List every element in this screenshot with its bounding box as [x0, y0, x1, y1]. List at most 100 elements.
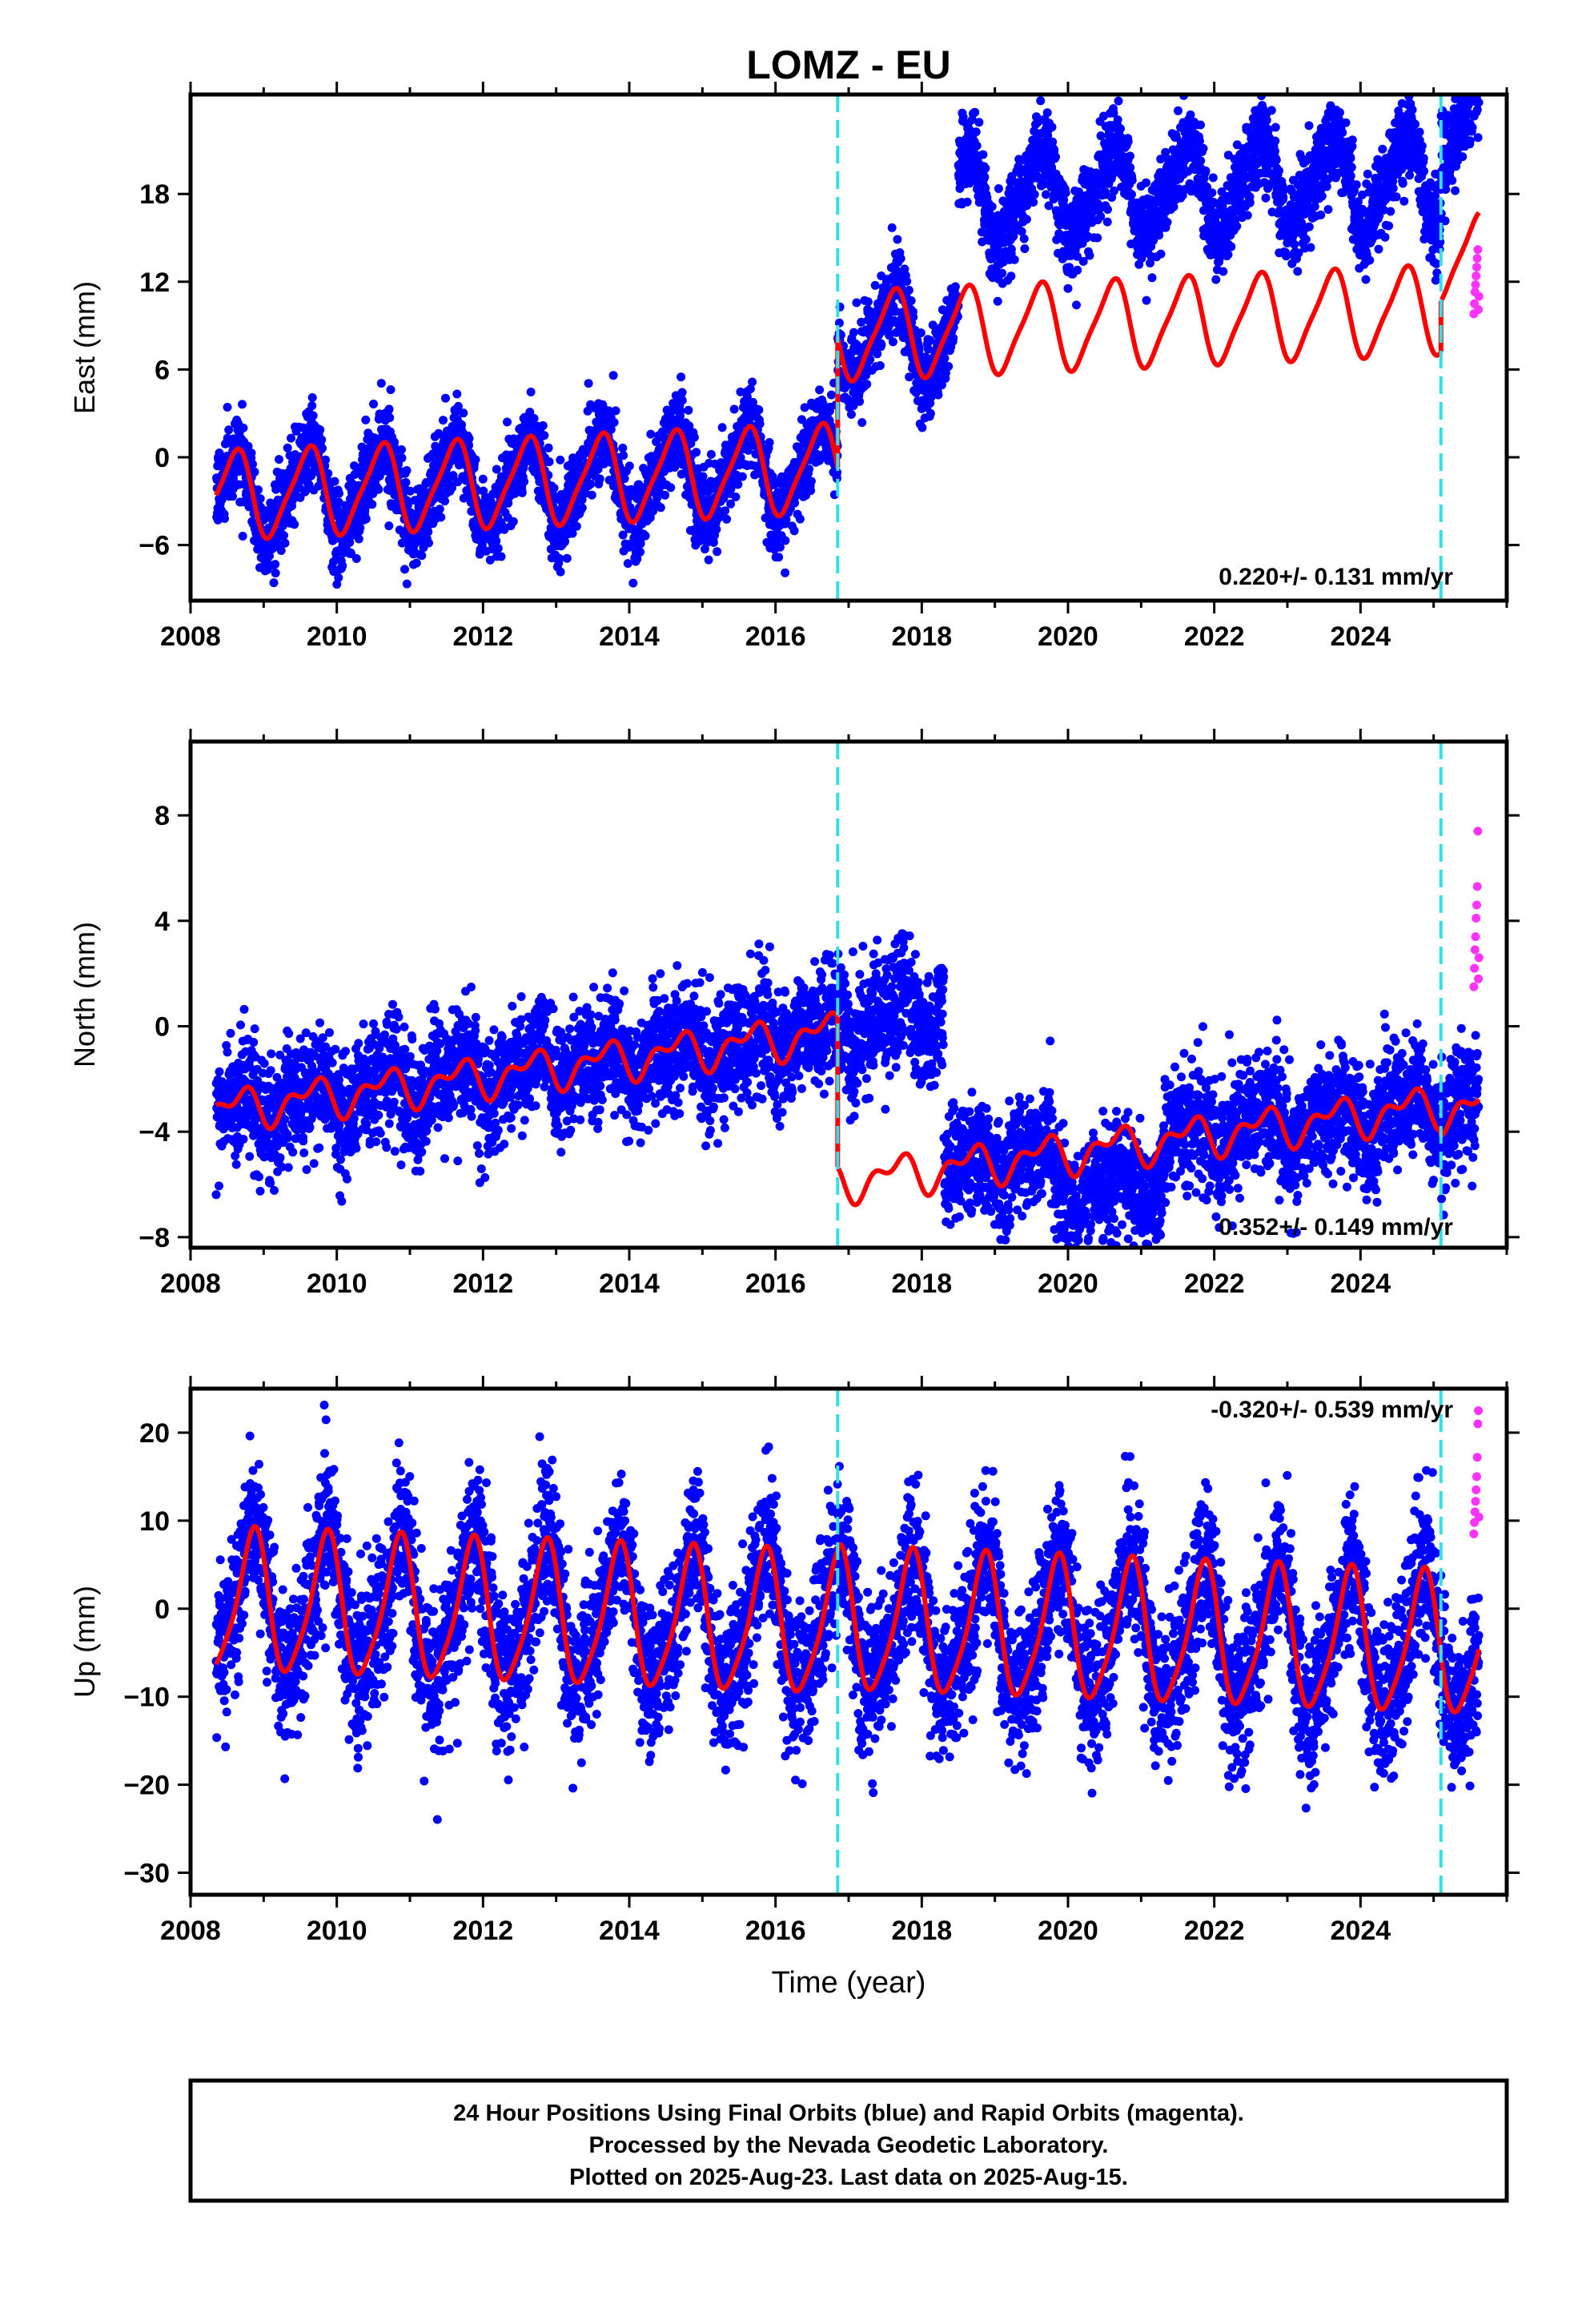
final-orbit-point — [568, 529, 577, 538]
final-orbit-point — [857, 418, 867, 428]
final-orbit-point — [500, 525, 509, 534]
final-orbit-point — [239, 423, 248, 432]
final-orbit-point — [248, 460, 257, 469]
final-orbit-point — [397, 445, 406, 454]
final-orbit-point — [538, 421, 548, 430]
final-orbit-point — [276, 546, 286, 555]
final-orbit-point — [862, 380, 872, 389]
final-orbit-point — [271, 569, 280, 578]
final-orbit-point — [726, 485, 736, 494]
final-orbit-point — [562, 553, 572, 563]
final-orbit-point — [452, 389, 462, 399]
final-orbit-point — [448, 483, 456, 493]
final-orbit-point — [238, 532, 247, 541]
final-orbit-point — [934, 390, 943, 400]
final-orbit-point — [1073, 265, 1082, 275]
final-orbit-point — [781, 515, 791, 525]
final-orbit-point — [1126, 151, 1134, 161]
final-orbit-point — [916, 328, 926, 338]
final-orbit-point — [719, 493, 729, 503]
final-orbit-point — [435, 505, 444, 514]
final-orbit-point — [902, 276, 912, 286]
final-orbit-point — [1199, 143, 1208, 153]
final-orbit-point — [905, 372, 914, 382]
final-orbit-point — [448, 471, 458, 480]
final-orbit-point — [1051, 152, 1060, 162]
final-orbit-point — [401, 478, 411, 487]
final-orbit-point — [485, 555, 495, 565]
final-orbit-point — [618, 444, 628, 452]
final-orbit-point — [496, 552, 506, 561]
final-orbit-point — [307, 393, 317, 402]
final-orbit-point — [318, 444, 327, 453]
final-orbit-point — [417, 551, 427, 561]
final-orbit-point — [436, 513, 446, 522]
final-orbit-point — [584, 379, 593, 388]
final-orbit-point — [713, 547, 722, 557]
final-orbit-point — [572, 521, 581, 531]
final-orbit-point — [974, 118, 984, 127]
final-orbit-point — [1006, 244, 1016, 254]
final-orbit-point — [307, 471, 316, 480]
final-orbit-point — [940, 353, 950, 363]
final-orbit-point — [736, 387, 745, 396]
final-orbit-point — [717, 423, 727, 432]
final-orbit-point — [412, 558, 421, 568]
final-orbit-point — [926, 392, 936, 402]
final-orbit-point — [544, 443, 553, 452]
final-orbit-point — [857, 317, 866, 327]
final-orbit-point — [287, 433, 295, 443]
final-orbit-point — [1116, 124, 1125, 134]
final-orbit-point — [677, 388, 687, 397]
final-orbit-point — [623, 559, 632, 569]
final-orbit-point — [906, 296, 916, 305]
final-orbit-point — [994, 184, 1003, 193]
final-orbit-point — [1127, 190, 1136, 199]
plot-area — [212, 94, 1484, 589]
final-orbit-point — [229, 474, 238, 484]
final-orbit-point — [987, 202, 997, 211]
final-orbit-point — [685, 421, 694, 431]
final-orbit-point — [1006, 271, 1016, 281]
final-orbit-point — [636, 539, 645, 549]
final-orbit-point — [454, 401, 463, 411]
final-orbit-point — [386, 385, 396, 395]
final-orbit-point — [279, 531, 288, 541]
final-orbit-point — [1102, 217, 1112, 227]
final-orbit-point — [855, 396, 865, 406]
final-orbit-point — [290, 520, 299, 529]
final-orbit-point — [970, 107, 980, 117]
final-orbit-point — [1072, 300, 1081, 310]
final-orbit-point — [765, 438, 774, 447]
final-orbit-point — [875, 361, 885, 370]
final-orbit-point — [636, 547, 645, 557]
final-orbit-point — [815, 385, 825, 395]
final-orbit-point — [733, 480, 743, 489]
final-orbit-point — [849, 328, 858, 337]
final-orbit-point — [666, 483, 676, 493]
final-orbit-point — [646, 429, 656, 439]
final-orbit-point — [826, 390, 836, 400]
final-orbit-point — [606, 424, 616, 434]
final-orbit-point — [471, 455, 480, 464]
final-orbit-point — [781, 568, 790, 577]
final-orbit-point — [280, 538, 290, 548]
final-orbit-point — [464, 440, 473, 450]
final-orbit-point — [1085, 251, 1094, 260]
final-orbit-point — [873, 349, 882, 359]
final-orbit-point — [1127, 175, 1137, 185]
final-orbit-point — [861, 371, 871, 380]
final-orbit-point — [965, 125, 974, 135]
final-orbit-point — [1019, 234, 1029, 243]
final-orbit-point — [755, 419, 765, 428]
final-orbit-point — [243, 441, 253, 451]
final-orbit-point — [632, 554, 642, 564]
final-orbit-point — [255, 494, 265, 504]
final-orbit-point — [345, 537, 355, 547]
final-orbit-point — [981, 163, 990, 173]
final-orbit-point — [556, 567, 565, 577]
final-orbit-point — [640, 531, 650, 541]
final-orbit-point — [684, 405, 693, 415]
final-orbit-point — [998, 268, 1007, 278]
final-orbit-point — [1174, 106, 1182, 115]
